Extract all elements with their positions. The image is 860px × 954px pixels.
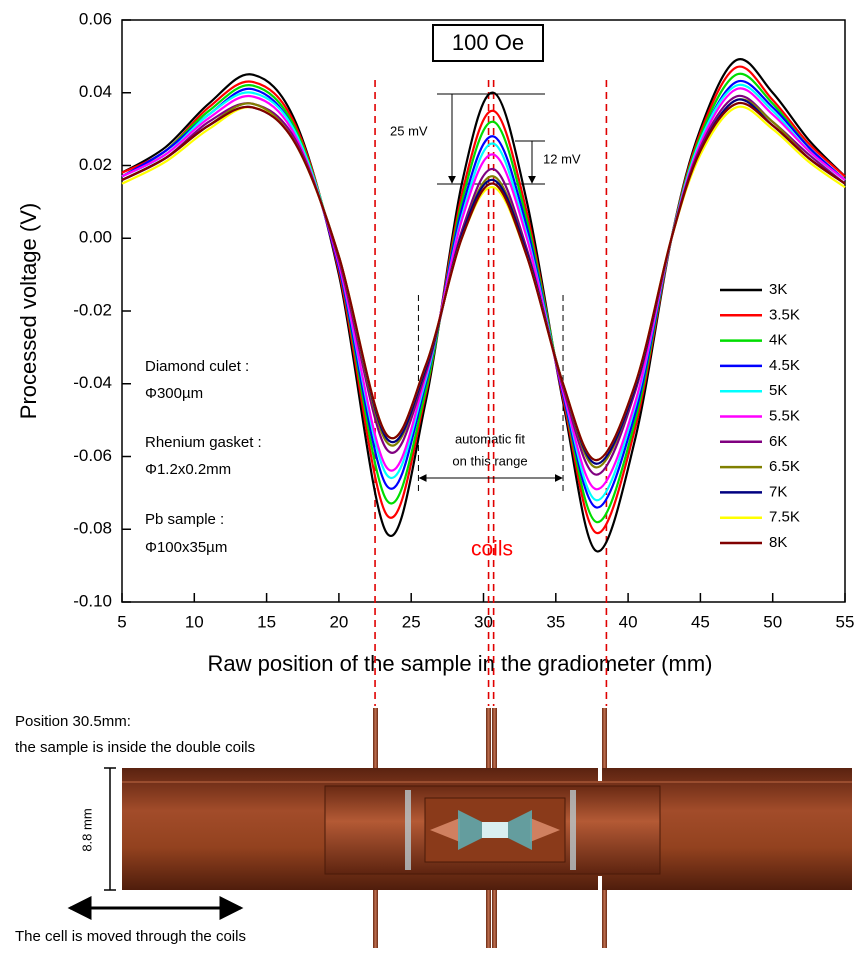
diamond-anvil — [458, 810, 482, 850]
x-tick-label: 55 — [836, 612, 855, 631]
data-line — [121, 58, 846, 553]
field-label: 100 Oe — [452, 30, 524, 55]
size-label: 8.8 mm — [79, 808, 94, 851]
y-tick-label: -0.10 — [73, 591, 112, 610]
piston — [430, 818, 460, 842]
coils-label: coils — [471, 538, 513, 561]
legend-label: 7.5K — [769, 509, 800, 526]
y-tick-label: 0.06 — [79, 9, 112, 28]
x-tick-label: 50 — [763, 612, 782, 631]
x-tick-label: 5 — [117, 612, 126, 631]
legend-label: 4.5K — [769, 357, 800, 374]
data-line — [121, 65, 846, 535]
diagram-caption: Position 30.5mm: — [15, 713, 131, 730]
data-line — [121, 72, 846, 524]
coil-gap — [598, 765, 602, 781]
x-tick-label: 10 — [185, 612, 204, 631]
amplitude-annotation: 25 mV 12 mV — [390, 93, 581, 185]
legend-label: 6.5K — [769, 458, 800, 475]
y-tick-label: -0.08 — [73, 519, 112, 538]
x-tick-label: 40 — [619, 612, 638, 631]
y-tick-label: -0.06 — [73, 446, 112, 465]
legend-label: 5.5K — [769, 407, 800, 424]
x-tick-label: 45 — [691, 612, 710, 631]
x-tick-label: 20 — [329, 612, 348, 631]
data-line — [121, 83, 846, 502]
sample-info: Φ100x35µm — [145, 539, 227, 556]
x-tick-label: 30 — [474, 612, 493, 631]
legend-label: 6K — [769, 433, 787, 450]
sample-chamber — [482, 822, 508, 838]
amplitude-label: 25 mV — [390, 123, 428, 138]
diamond-anvil — [508, 810, 532, 850]
y-tick-label: -0.02 — [73, 300, 112, 319]
legend-label: 4K — [769, 332, 787, 349]
legend-label: 3.5K — [769, 306, 800, 323]
data-line — [121, 101, 846, 462]
y-tick-label: -0.04 — [73, 373, 112, 392]
field-box — [432, 24, 544, 62]
sample-info: Φ1.2x0.2mm — [145, 461, 231, 478]
sample-info: Pb sample : — [145, 511, 224, 528]
sample-info: Diamond culet : — [145, 358, 249, 375]
y-tick-label: 0.02 — [79, 155, 112, 174]
diagram-caption: the sample is inside the double coils — [15, 739, 255, 756]
cell-diagram: Position 30.5mm: the sample is inside th… — [15, 708, 852, 948]
cell-window — [570, 790, 576, 870]
coil-gap — [598, 876, 602, 892]
legend-label: 8K — [769, 534, 787, 551]
y-axis-title: Processed voltage (V) — [16, 203, 41, 419]
x-tick-label: 15 — [257, 612, 276, 631]
cell-window — [405, 790, 411, 870]
sample-info: Φ300µm — [145, 385, 203, 402]
data-line — [121, 98, 846, 469]
x-axis-title: Raw position of the sample in the gradio… — [208, 651, 713, 676]
sample-info: Rhenium gasket : — [145, 434, 262, 451]
fit-label: automatic fit — [455, 431, 525, 446]
data-line — [121, 98, 846, 465]
legend-label: 7K — [769, 483, 787, 500]
data-line — [121, 87, 846, 491]
piston — [530, 818, 560, 842]
legend-label: 5K — [769, 382, 787, 399]
x-tick-label: 35 — [546, 612, 565, 631]
y-tick-label: 0.00 — [79, 228, 112, 247]
fit-label: on this range — [452, 453, 527, 468]
y-tick-label: 0.04 — [79, 82, 112, 101]
legend-label: 3K — [769, 281, 787, 298]
motion-label: The cell is moved through the coils — [15, 928, 246, 945]
amplitude-label: 12 mV — [543, 151, 581, 166]
data-line — [121, 94, 846, 476]
x-tick-label: 25 — [402, 612, 421, 631]
